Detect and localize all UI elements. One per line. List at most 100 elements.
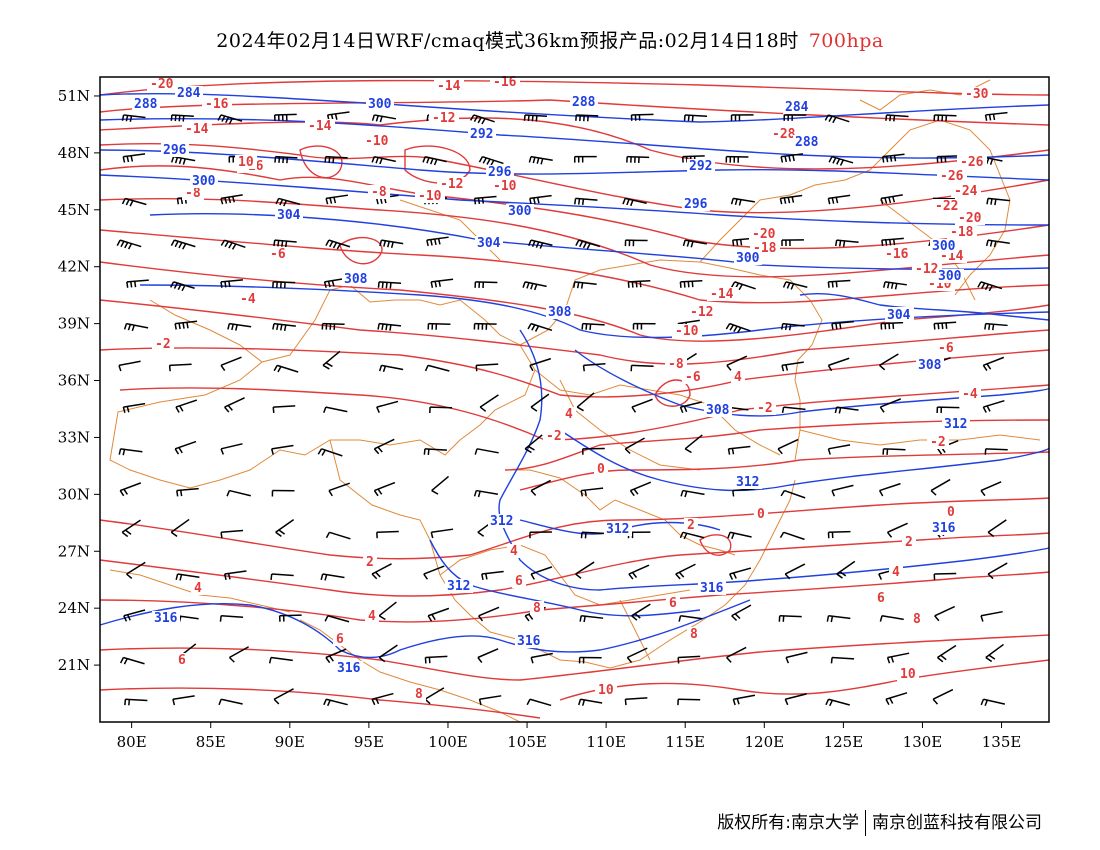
temperature-label: 0 [947,505,955,520]
wind-barb [831,320,854,330]
wind-barb [477,648,499,664]
height-label: 312 [736,475,759,490]
wind-barb [174,320,198,330]
wind-barb [684,434,703,454]
wind-barb [427,607,450,622]
temperature-label: 0 [757,507,765,522]
temperature-label-bg [769,127,799,141]
temperature-label: -8 [668,357,684,372]
temperature-label-bg [507,544,521,558]
temperature-label-bg [932,199,962,213]
temperature-label-bg [754,401,776,415]
wind-barb [785,651,808,664]
wind-barb [523,114,548,122]
country-borders [109,79,1041,723]
temperature-label-bg [684,518,698,532]
wind-barb [879,353,899,371]
wind-barb [624,239,648,247]
wind-barb [227,322,252,331]
temperature-label: 8 [533,601,541,616]
temperature-label-bg [182,186,204,200]
wind-barb [378,644,398,663]
temperature-label: -8 [185,186,201,201]
wind-barb [478,695,502,706]
height-label: 312 [447,579,470,594]
wind-barb [426,236,449,247]
wind-barb [885,114,909,122]
height-label-bg [190,174,218,188]
y-tick-label: 27N [58,542,90,560]
wind-barb [784,693,807,706]
temperature-label: 2 [687,518,695,533]
wind-barb [679,279,703,288]
temperature-label-bg [175,653,189,667]
wind-barb [622,197,647,207]
x-tick-label: 85E [196,733,226,751]
temperature-label-bg [152,337,174,351]
wind-barb [429,406,453,414]
height-label: 312 [606,522,629,537]
temperature-label: -6 [938,341,954,356]
wind-barb [176,487,199,497]
wind-barb [377,281,402,289]
wind-barb [930,478,951,496]
temperature-label-bg [595,683,617,697]
height-label: 288 [572,95,596,110]
height-label-bg [335,661,363,675]
temperature-label-bg [687,305,717,319]
wind-barb [683,114,708,122]
temperature-label: 10 [598,683,614,698]
height-label-bg [734,475,762,489]
wind-barb [580,531,604,539]
wind-barb [121,114,146,122]
height-label-bg [342,272,370,286]
temperature-label-bg [902,535,916,549]
height-label: 316 [154,611,178,626]
wind-barb [881,237,904,247]
wind-barb [423,448,447,456]
temperature-label: -14 [308,119,332,134]
height-label: 300 [508,204,532,219]
wind-barb [987,519,1007,538]
wind-barb [781,361,804,372]
wind-barb [427,322,451,330]
wind-barb [783,114,807,121]
wind-barb [886,522,908,538]
wind-barb [680,489,705,498]
temperature-label-bg [512,574,526,588]
wind-barb [423,565,445,580]
wind-barb [732,488,755,497]
wind-barb [122,402,146,414]
wind-barb [730,281,756,291]
height-label: 300 [736,251,760,266]
wind-barb [980,481,1002,497]
temperature-label-bg [874,591,888,605]
wind-barb [529,531,552,539]
height-label-bg [546,305,574,319]
wind-barb [272,322,296,331]
temperature-label: -10 [365,134,389,149]
temperature-label-bg [147,77,177,91]
wind-barb [324,615,350,623]
wind-barb [630,113,654,121]
temperature-label-bg [749,227,779,241]
temperature-label: -8 [371,185,387,200]
temperature-label-bg [957,155,987,169]
wind-barb [937,644,957,663]
wind-barb [985,239,1010,248]
temperature-label: -14 [437,79,461,94]
wind-barb [275,197,301,207]
wind-barb [527,322,553,332]
temperature-label-bg [237,292,259,306]
height-label-bg [445,579,473,593]
height-label-bg [570,95,598,109]
wind-barb [373,438,395,455]
wind-barb [175,399,198,413]
wind-barb [778,615,802,622]
wind-barb [373,481,396,497]
temperature-label-bg [368,185,390,199]
wind-barb [474,448,499,455]
wind-barb [580,487,604,497]
temperature-label: -12 [915,262,938,277]
